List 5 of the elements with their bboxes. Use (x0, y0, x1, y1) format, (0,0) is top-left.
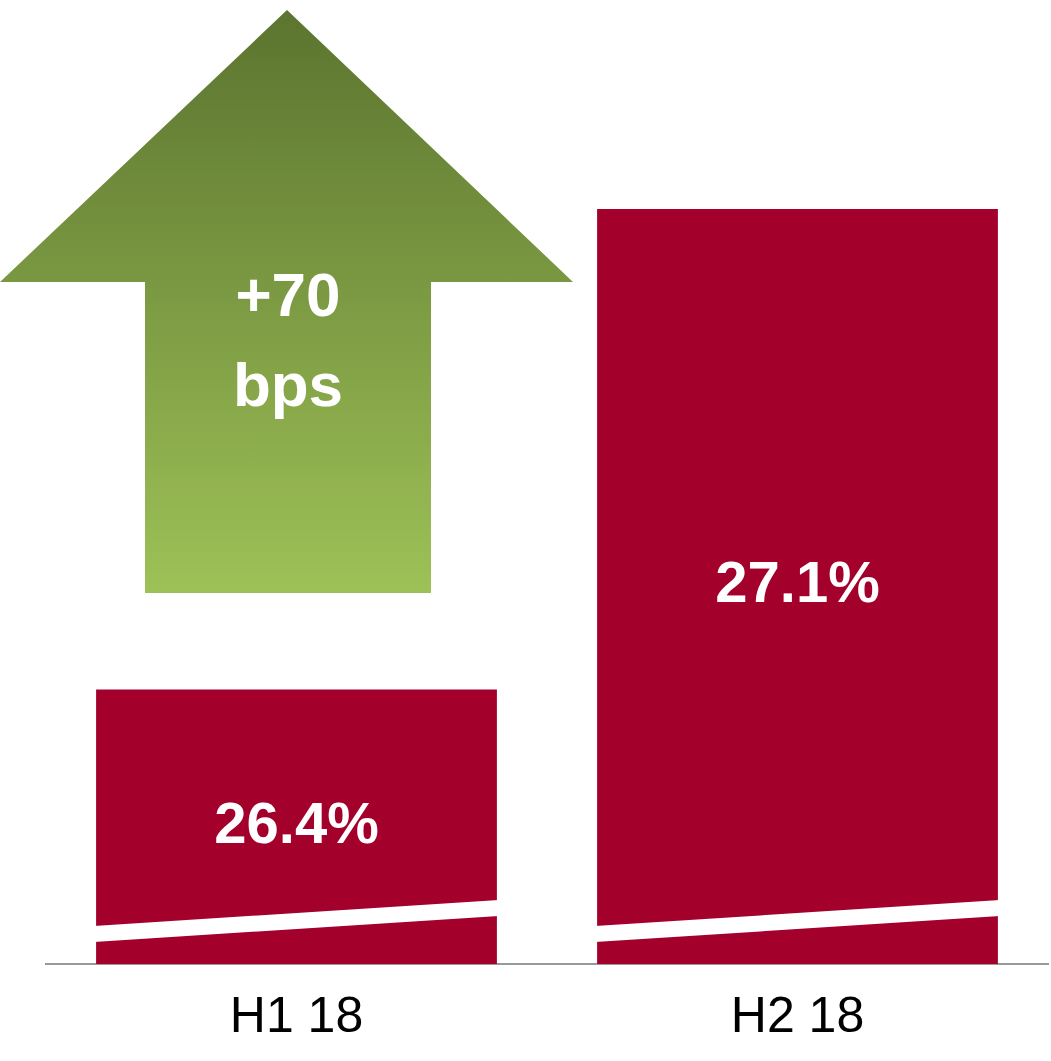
x-tick-label: H2 18 (730, 986, 865, 1043)
annotation: +70 bps (231, 259, 345, 421)
x-tick-label: H1 18 (229, 986, 364, 1043)
data-label: 26.4% (214, 789, 379, 855)
data-label: 27.1% (715, 549, 880, 615)
